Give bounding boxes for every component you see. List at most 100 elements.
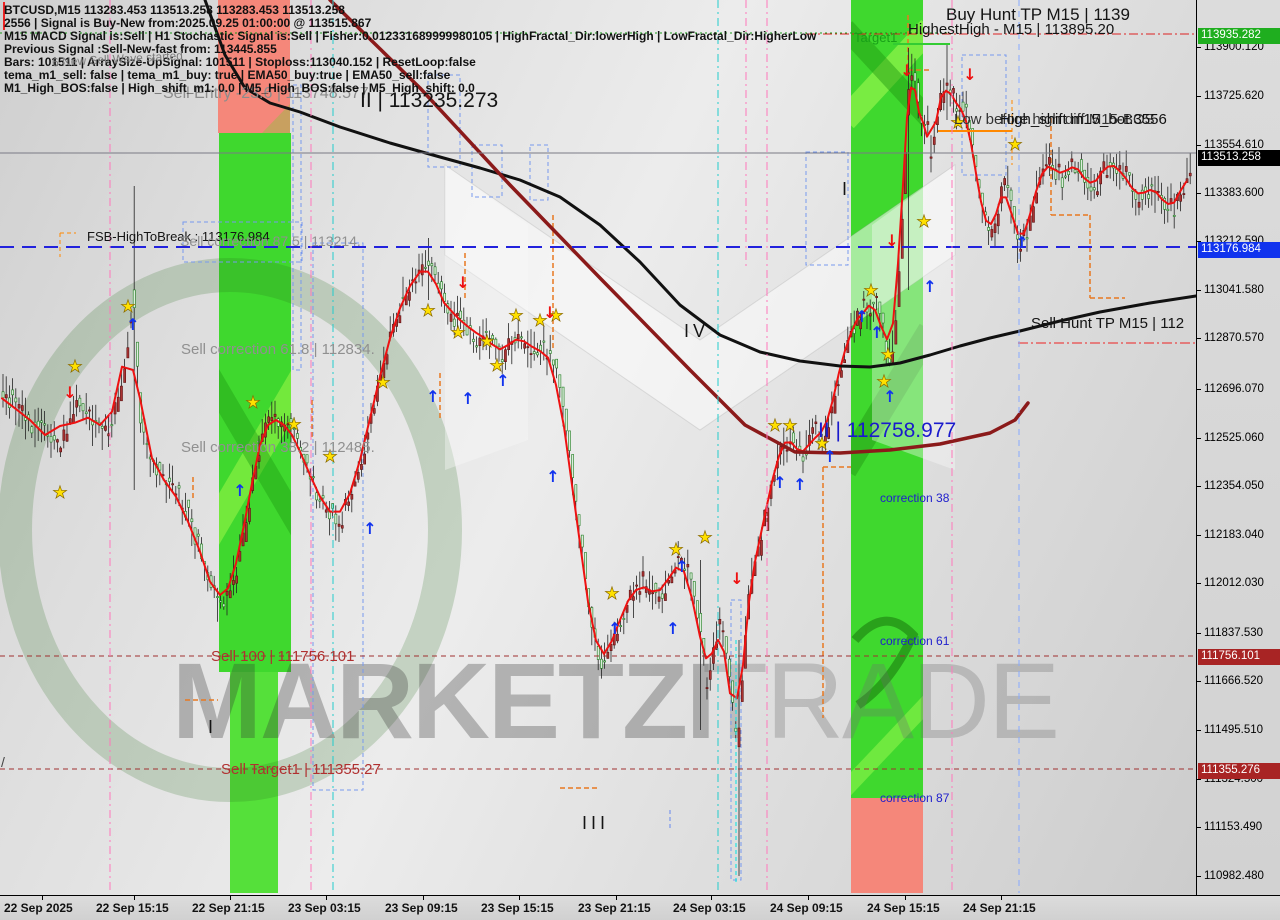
tick-mark	[1197, 486, 1201, 487]
time-tick-label: 24 Sep 21:15	[963, 901, 1036, 915]
price-badge: 113935.282	[1198, 28, 1280, 44]
tick-mark	[1001, 896, 1002, 900]
svg-text:★: ★	[916, 212, 931, 231]
tick-mark	[1197, 827, 1201, 828]
tick-mark	[42, 896, 43, 900]
tick-mark	[1197, 145, 1201, 146]
price-tick-label: 112525.060	[1204, 432, 1264, 444]
tick-mark	[1197, 876, 1201, 877]
time-tick-label: 24 Sep 03:15	[673, 901, 746, 915]
time-tick-label: 22 Sep 21:15	[192, 901, 265, 915]
svg-text:↑: ↑	[1015, 233, 1028, 252]
svg-text:↑: ↑	[675, 557, 688, 576]
svg-text:★: ★	[245, 393, 260, 412]
price-tick-label: 113554.610	[1204, 139, 1264, 151]
svg-text:★: ★	[67, 357, 82, 376]
price-tick-label: 112354.050	[1204, 480, 1264, 492]
svg-text:↑: ↑	[793, 475, 806, 494]
svg-text:↓: ↓	[730, 569, 743, 588]
tick-mark	[616, 896, 617, 900]
tick-mark	[1197, 47, 1201, 48]
price-tick-label: 111666.520	[1204, 675, 1264, 687]
tick-mark	[1197, 438, 1201, 439]
svg-text:↓: ↓	[456, 273, 469, 292]
tick-mark	[1197, 96, 1201, 97]
info-line: M15 MACD Signal is:Sell | H1 Stochastic …	[4, 29, 817, 43]
svg-text:★: ★	[479, 332, 494, 351]
svg-text:★: ★	[420, 301, 435, 320]
svg-text:★: ★	[604, 584, 619, 603]
svg-text:★: ★	[880, 345, 895, 364]
price-tick-label: 112183.040	[1204, 529, 1264, 541]
tick-mark	[905, 896, 906, 900]
svg-text:↑: ↑	[773, 473, 786, 492]
svg-text:★: ★	[375, 373, 390, 392]
tick-mark	[1197, 681, 1201, 682]
svg-text:★: ★	[814, 434, 829, 453]
tick-mark	[326, 896, 327, 900]
info-line: M1_High_BOS:false | High_shift_m1: 0.0 |…	[4, 81, 475, 95]
price-tick-label: 112012.030	[1204, 577, 1264, 589]
svg-text:MARKETZI: MARKETZI	[172, 640, 714, 761]
svg-text:★: ★	[52, 483, 67, 502]
price-chart-area[interactable]: MARKETZI TRADE ★ ★ ★ ★ ★ ★ ★ ★ ★ ★ ★ ★ ★ ★ ★ ★ ★ ★ ★ ★ ★ ★ ★ ★ ★ ★ ↑…	[0, 0, 1196, 895]
svg-text:↓: ↓	[885, 231, 898, 250]
time-tick-label: 23 Sep 21:15	[578, 901, 651, 915]
svg-text:↑: ↑	[546, 467, 559, 486]
price-tick-label: 112696.070	[1204, 383, 1264, 395]
tick-mark	[134, 896, 135, 900]
info-line: Bars: 101511 | ArraySize-UpSignal: 10151…	[4, 55, 476, 69]
svg-text:↑: ↑	[870, 323, 883, 342]
price-tick-label: 111495.510	[1204, 724, 1264, 736]
svg-text:↑: ↑	[823, 447, 836, 466]
svg-text:↑: ↑	[608, 619, 621, 638]
svg-text:★: ★	[863, 281, 878, 300]
price-badge: 113513.258	[1198, 150, 1280, 166]
svg-text:↓: ↓	[963, 65, 976, 84]
price-tick-label: 113725.620	[1204, 90, 1264, 102]
svg-text:★: ★	[450, 323, 465, 342]
svg-text:★: ★	[668, 540, 683, 559]
tick-mark	[519, 896, 520, 900]
svg-text:★: ★	[489, 356, 504, 375]
time-tick-label: 23 Sep 09:15	[385, 901, 458, 915]
time-axis[interactable]: 22 Sep 2025 22 Sep 15:15 22 Sep 21:15 23 Se…	[0, 895, 1280, 920]
svg-text:★: ★	[286, 415, 301, 434]
info-line: Previous Signal :Sell-New-fast from: 113…	[4, 42, 277, 56]
svg-text:↓: ↓	[543, 303, 556, 322]
svg-text:TRADE: TRADE	[702, 640, 1058, 761]
time-tick-label: 24 Sep 09:15	[770, 901, 843, 915]
info-line: BTCUSD,M15 113283.453 113513.258 113283.…	[4, 3, 345, 17]
svg-text:↑: ↑	[883, 387, 896, 406]
tick-mark	[1197, 389, 1201, 390]
svg-text:★: ★	[782, 416, 797, 435]
svg-text:★: ★	[548, 306, 563, 325]
tick-mark	[1197, 241, 1201, 242]
svg-text:★: ★	[767, 416, 782, 435]
svg-text:↑: ↑	[426, 387, 439, 406]
svg-text:★: ★	[950, 113, 965, 132]
price-tick-label: 113041.580	[1204, 284, 1264, 296]
info-line: tema_m1_sell: false | tema_m1_buy: true …	[4, 68, 451, 82]
price-tick-label: 111153.490	[1204, 821, 1263, 833]
svg-text:↑: ↑	[855, 307, 868, 326]
tick-mark	[1197, 779, 1201, 780]
svg-text:↑: ↑	[233, 481, 246, 500]
svg-text:↓: ↓	[63, 383, 76, 402]
price-tick-label: 111837.530	[1204, 627, 1264, 639]
tick-mark	[1197, 535, 1201, 536]
svg-text:↑: ↑	[496, 371, 509, 390]
time-tick-label: 22 Sep 2025	[4, 901, 73, 915]
price-axis[interactable]: 113900.120 113725.620 113554.610 113383.600…	[1196, 0, 1280, 895]
info-line: 2556 | Signal is Buy-New from:2025.09.25…	[4, 16, 372, 30]
svg-text:★: ★	[120, 297, 135, 316]
tick-mark	[808, 896, 809, 900]
svg-text:★: ★	[1007, 135, 1022, 154]
svg-text:★: ★	[322, 447, 337, 466]
time-tick-label: 22 Sep 15:15	[96, 901, 169, 915]
tick-mark	[423, 896, 424, 900]
svg-text:↑: ↑	[126, 315, 139, 334]
svg-text:↑: ↑	[461, 389, 474, 408]
